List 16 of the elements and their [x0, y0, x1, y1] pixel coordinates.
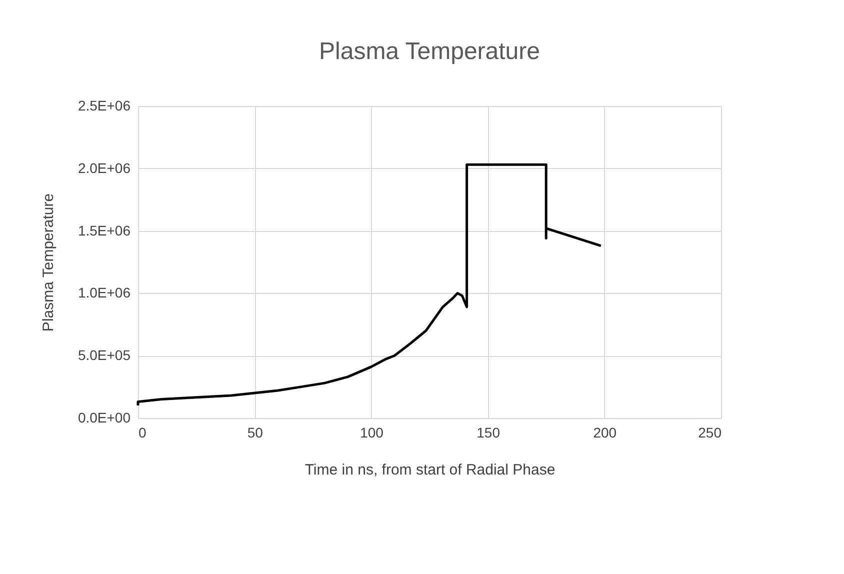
x-tick-label: 250 [698, 424, 722, 440]
chart-title: Plasma Temperature [319, 38, 540, 65]
x-tick-label: 100 [360, 424, 384, 440]
y-tick-label: 1.0E+06 [78, 284, 131, 301]
x-axis-title: Time in ns, from start of Radial Phase [304, 462, 556, 478]
x-tick-label: 50 [247, 424, 264, 440]
x-tick-label: 150 [476, 424, 500, 440]
y-tick-label: 2.5E+06 [78, 98, 131, 114]
y-tick-label: 5.0E+05 [78, 347, 131, 364]
x-tick-label: 200 [593, 424, 617, 440]
y-axis-title: Plasma Temperature [40, 193, 57, 332]
y-tick-label: 2.0E+06 [78, 160, 131, 176]
y-tick-label: 0.0E+00 [78, 410, 131, 426]
line-series [136, 163, 602, 407]
y-tick-label: 1.5E+06 [78, 222, 131, 238]
x-tick-label: 0 [138, 424, 146, 440]
